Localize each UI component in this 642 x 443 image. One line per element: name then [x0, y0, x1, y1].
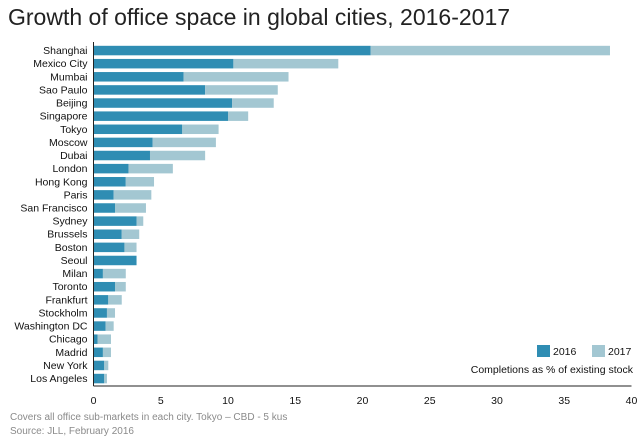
- bar-2017-paris: [113, 190, 152, 200]
- bar-2016-paris: [93, 190, 114, 200]
- bar-2017-mumbai: [183, 72, 289, 82]
- bar-2017-toronto: [115, 281, 126, 292]
- category-label: Hong Kong: [35, 176, 88, 188]
- x-tick-label: 25: [424, 395, 436, 407]
- x-tick-label: 0: [91, 395, 97, 407]
- bar-2016-brussels: [93, 229, 122, 239]
- bar-2017-frankfurt: [108, 295, 122, 305]
- bar-2016-washington-dc: [93, 321, 106, 331]
- x-tick-label: 30: [491, 395, 503, 407]
- bar-2016-mumbai: [93, 72, 184, 82]
- bar-2017-hong-kong: [125, 177, 155, 187]
- bar-2016-madrid: [93, 347, 103, 358]
- bar-2017-san-francisco: [115, 203, 146, 213]
- x-tick-label: 40: [626, 395, 638, 407]
- category-label: Tokyo: [60, 124, 88, 136]
- bar-2016-sydney: [93, 216, 137, 226]
- category-label: Los Angeles: [30, 373, 87, 385]
- bar-2017-washington-dc: [105, 321, 114, 331]
- bar-2016-frankfurt: [93, 295, 109, 305]
- category-label: Seoul: [61, 255, 88, 267]
- bar-2017-mexico-city: [233, 58, 339, 69]
- bar-2016-san-francisco: [93, 203, 116, 213]
- category-label: Stockholm: [38, 307, 87, 319]
- bar-2016-moscow: [93, 137, 153, 148]
- category-label: Boston: [55, 242, 88, 254]
- x-tick-label: 35: [558, 395, 570, 407]
- bar-2016-tokyo: [93, 124, 183, 135]
- category-label: San Francisco: [20, 203, 87, 215]
- bar-2017-madrid: [102, 347, 111, 358]
- category-label: Washington DC: [14, 321, 88, 333]
- footnote: Covers all office sub-markets in each ci…: [10, 412, 288, 423]
- category-label: Milan: [62, 268, 87, 280]
- legend-note: Completions as % of existing stock: [471, 364, 634, 376]
- x-tick-label: 20: [357, 395, 369, 407]
- bar-2016-los-angeles: [93, 373, 105, 384]
- category-label: Mexico City: [33, 58, 88, 70]
- bar-2017-brussels: [121, 229, 140, 239]
- category-label: Brussels: [47, 229, 87, 241]
- x-tick-label: 5: [158, 395, 164, 407]
- bar-2016-seoul: [93, 255, 137, 266]
- bar-2017-boston: [124, 242, 137, 253]
- category-label: Dubai: [60, 150, 87, 162]
- legend-swatch-2016: [537, 345, 550, 357]
- bar-2017-moscow: [152, 137, 216, 148]
- legend-label-2016: 2016: [553, 346, 577, 358]
- category-label: Mumbai: [50, 71, 87, 83]
- bar-2016-chicago: [93, 334, 98, 344]
- bar-2016-hong-kong: [93, 177, 126, 187]
- bar-2017-milan: [102, 268, 126, 279]
- bar-2016-milan: [93, 268, 103, 279]
- bar-2016-beijing: [93, 98, 233, 108]
- bar-2017-los-angeles: [104, 373, 107, 384]
- source-note: Source: JLL, February 2016: [10, 426, 134, 437]
- x-tick-label: 15: [289, 395, 301, 407]
- bar-2017-dubai: [149, 150, 206, 161]
- category-label: Beijing: [56, 98, 88, 110]
- category-label: London: [52, 163, 87, 175]
- bar-2016-new-york: [93, 360, 105, 371]
- bar-2016-dubai: [93, 150, 150, 161]
- category-label: Madrid: [55, 347, 87, 359]
- bar-2017-london: [128, 163, 173, 174]
- bar-2016-mexico-city: [93, 58, 234, 69]
- bar-2016-toronto: [93, 281, 116, 292]
- bar-2017-new-york: [104, 360, 109, 371]
- bar-2016-sao-paulo: [93, 85, 206, 95]
- category-label: Moscow: [49, 137, 88, 149]
- chart-title: Growth of office space in global cities,…: [8, 4, 511, 30]
- category-label: Toronto: [52, 281, 87, 293]
- category-label: Frankfurt: [45, 294, 87, 306]
- x-tick-label: 10: [222, 395, 234, 407]
- bar-2016-singapore: [93, 111, 228, 121]
- bar-2017-tokyo: [182, 124, 219, 135]
- bar-2017-stockholm: [106, 308, 116, 318]
- category-label: Singapore: [40, 111, 88, 123]
- bar-2017-beijing: [232, 98, 274, 108]
- bar-2016-london: [93, 163, 129, 174]
- category-label: Sydney: [52, 216, 88, 228]
- category-label: New York: [43, 360, 88, 372]
- bar-2017-sydney: [136, 216, 144, 226]
- category-label: Paris: [64, 189, 88, 201]
- category-label: Shanghai: [43, 45, 87, 57]
- bar-2016-boston: [93, 242, 125, 253]
- bar-2017-shanghai: [370, 45, 610, 56]
- category-label: Chicago: [49, 334, 88, 346]
- category-label: Sao Paulo: [39, 84, 88, 96]
- bar-2017-chicago: [97, 334, 111, 344]
- bar-2017-singapore: [228, 111, 249, 121]
- legend-swatch-2017: [592, 345, 605, 357]
- bar-2016-stockholm: [93, 308, 107, 318]
- bar-2017-sao-paulo: [205, 85, 278, 95]
- legend-label-2017: 2017: [608, 346, 632, 358]
- bar-2016-shanghai: [93, 45, 371, 56]
